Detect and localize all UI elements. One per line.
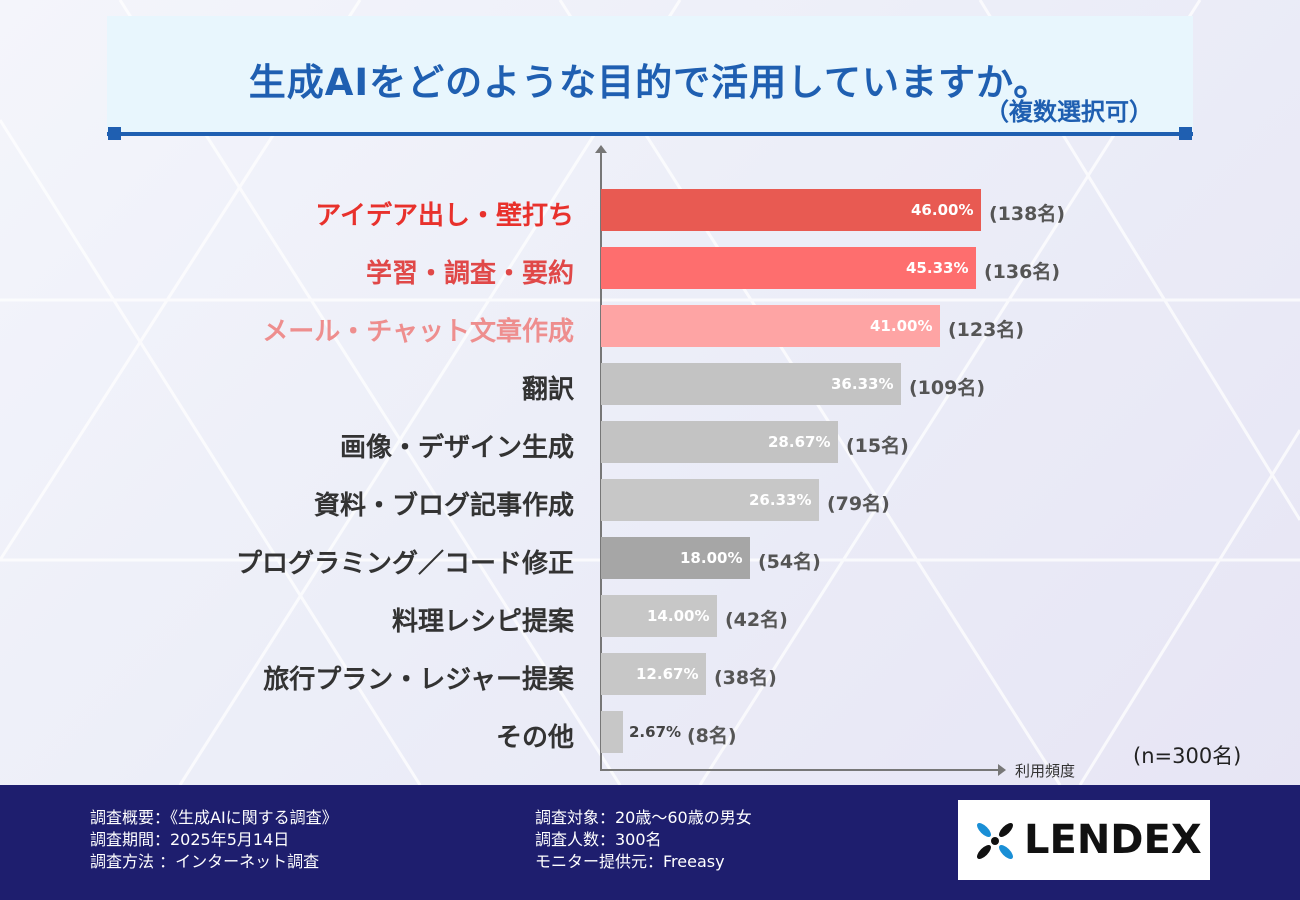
survey-overview: 調査概要：《生成AIに関する調査》 — [90, 808, 338, 827]
category-label: アイデア出し・壁打ち — [315, 201, 574, 231]
category-label: 翻訳 — [521, 375, 574, 405]
title-underline — [107, 132, 1193, 136]
bar-count-label: (123名) — [948, 319, 1025, 341]
x-axis-arrow — [998, 764, 1006, 776]
chart-title: 生成AIをどのような目的で活用していますか。 — [248, 61, 1052, 104]
bar-count-label: (109名) — [909, 377, 986, 399]
bar — [601, 479, 819, 521]
bar-value-label: 46.00% — [911, 201, 974, 219]
bar — [601, 247, 976, 289]
category-label: 画像・デザイン生成 — [339, 433, 574, 463]
category-label: 学習・調査・要約 — [365, 259, 574, 289]
bar-value-label: 2.67% — [629, 723, 682, 741]
company-logo: LENDEX — [958, 800, 1210, 880]
underline-right-marker — [1179, 127, 1192, 140]
lendex-logo-icon — [977, 823, 1013, 859]
monitor-provider: モニター提供元：Freeasy — [535, 852, 725, 871]
bar-value-label: 45.33% — [906, 259, 969, 277]
bar — [601, 363, 901, 405]
bar-count-label: (38名) — [714, 667, 777, 689]
bar-value-label: 36.33% — [831, 375, 894, 393]
survey-info-left: 調査概要：《生成AIに関する調査》 調査期間：2025年5月14日 調査方法 ：… — [90, 807, 338, 873]
sample-size-note: (n=300名) — [1133, 744, 1242, 768]
y-axis-arrow — [595, 145, 607, 153]
bar-count-label: (15名) — [846, 435, 909, 457]
bar-count-label: (136名) — [984, 261, 1061, 283]
chart-subtitle: （複数選択可） — [985, 98, 1153, 126]
bar-value-label: 28.67% — [768, 433, 831, 451]
survey-target: 調査対象：20歳〜60歳の男女 — [535, 808, 752, 827]
bar-value-label: 12.67% — [636, 665, 699, 683]
survey-count: 調査人数：300名 — [535, 830, 662, 849]
survey-period: 調査期間：2025年5月14日 — [90, 830, 290, 849]
x-axis — [600, 769, 1000, 771]
survey-method: 調査方法 ：インターネット調査 — [90, 852, 320, 871]
survey-info-right: 調査対象：20歳〜60歳の男女 調査人数：300名 モニター提供元：Freeas… — [535, 807, 752, 873]
category-label: メール・チャット文章作成 — [262, 317, 574, 347]
bar-count-label: (79名) — [827, 493, 890, 515]
bar — [601, 595, 717, 637]
logo-wordmark: LENDEX — [1024, 817, 1202, 863]
x-axis-label: 利用頻度 — [1015, 762, 1076, 780]
bar — [601, 537, 750, 579]
bar-count-label: (42名) — [725, 609, 788, 631]
bar-value-label: 14.00% — [647, 607, 710, 625]
category-label: 料理レシピ提案 — [391, 607, 574, 637]
bar — [601, 711, 623, 753]
bar — [601, 189, 981, 231]
bar-value-label: 26.33% — [749, 491, 812, 509]
category-label: 旅行プラン・レジャー提案 — [263, 665, 574, 695]
title-box: 生成AIをどのような目的で活用していますか。 （複数選択可） — [107, 16, 1193, 134]
bar-count-label: (138名) — [989, 203, 1066, 225]
bar-count-label: (54名) — [758, 551, 821, 573]
bar — [601, 421, 838, 463]
category-label: その他 — [495, 723, 574, 753]
bar — [601, 653, 706, 695]
underline-left-marker — [108, 127, 121, 140]
footer: 調査概要：《生成AIに関する調査》 調査期間：2025年5月14日 調査方法 ：… — [0, 785, 1300, 900]
bar-count-label: (8名) — [687, 725, 737, 747]
bar-value-label: 18.00% — [680, 549, 743, 567]
category-label: 資料・ブログ記事作成 — [313, 491, 574, 521]
bar-chart: 利用頻度 アイデア出し・壁打ち 46.00% (138名) 学習・調査・要約 45.33… — [235, 145, 1076, 780]
bar — [601, 305, 940, 347]
bar-value-label: 41.00% — [870, 317, 933, 335]
category-label: プログラミング／コード修正 — [235, 549, 574, 579]
